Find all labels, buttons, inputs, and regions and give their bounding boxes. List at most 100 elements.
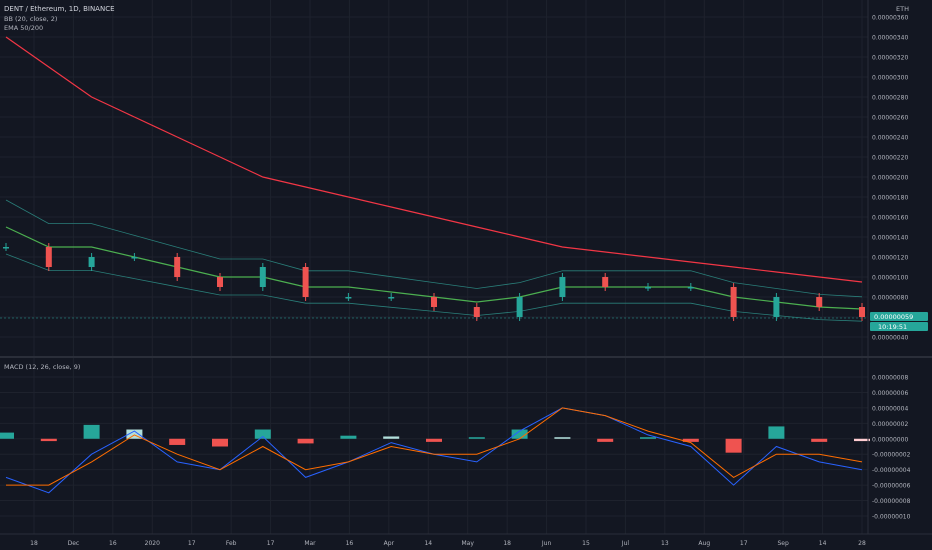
macd-histogram-bar [126, 429, 143, 439]
macd-histogram-bar [597, 438, 614, 442]
bb-upper-band [5, 199, 863, 298]
candle-body [816, 297, 823, 307]
time-tick-label: 15 [582, 540, 590, 547]
candle-body [88, 257, 95, 267]
price-tick-label: 0.00000360 [872, 15, 908, 22]
candle-body [45, 247, 52, 267]
price-pane[interactable] [0, 36, 868, 322]
macd-histogram-bar [811, 438, 828, 442]
time-tick-label: Apr [384, 540, 395, 547]
countdown-badge [870, 322, 928, 331]
candle-body [259, 267, 266, 287]
candle-body [345, 297, 352, 299]
macd-tick-label: -0.00000010 [872, 514, 911, 521]
macd-histogram-bar [768, 426, 785, 439]
macd-histogram-bar [511, 429, 528, 439]
countdown-value: 10:19:51 [878, 323, 907, 331]
macd-histogram-bar [426, 438, 442, 442]
time-tick-label: Sep [777, 540, 789, 547]
price-tick-label: 0.00000160 [872, 215, 908, 222]
time-tick-label: Jun [541, 540, 552, 547]
ema-200-line [5, 36, 863, 283]
last-price-value: 0.00000059 [874, 313, 913, 321]
macd-histogram-bar [40, 438, 57, 442]
macd-histogram-bar [169, 438, 186, 445]
price-tick-label: 0.00000200 [872, 175, 908, 182]
macd-tick-label: -0.00000004 [872, 467, 911, 474]
price-tick-label: 0.00000260 [872, 115, 908, 122]
macd-histogram-bar [640, 437, 656, 439]
candle-body [730, 287, 737, 317]
price-tick-label: 0.00000240 [872, 135, 908, 142]
candle-body [217, 277, 223, 287]
time-tick-label: 17 [267, 540, 275, 547]
price-tick-label: 0.00000040 [872, 335, 908, 342]
macd-histogram-bar [682, 438, 699, 442]
ema-legend[interactable]: EMA 50/200 [4, 24, 43, 32]
time-tick-label: 14 [819, 540, 827, 547]
grid [0, 0, 868, 534]
price-tick-label: 0.00000100 [872, 275, 908, 282]
macd-tick-label: -0.00000006 [872, 483, 911, 490]
time-tick-label: 18 [30, 540, 38, 547]
macd-histogram-bar [0, 432, 14, 439]
time-tick-label: 17 [188, 540, 196, 547]
time-tick-label: 17 [740, 540, 748, 547]
macd-tick-label: 0.00000006 [872, 390, 908, 397]
macd-histogram-bar [854, 438, 870, 442]
time-tick-label: Dec [68, 540, 80, 547]
time-tick-label: 14 [424, 540, 432, 547]
price-tick-label: 0.00000280 [872, 95, 908, 102]
time-tick-label: Mar [304, 540, 316, 547]
time-tick-label: 16 [109, 540, 117, 547]
price-tick-label: 0.00000140 [872, 235, 908, 242]
price-tick-label: 0.00000320 [872, 55, 908, 62]
price-tick-label: 0.00000180 [872, 195, 908, 202]
macd-tick-label: -0.00000008 [872, 498, 911, 505]
candle-body [131, 257, 138, 259]
time-tick-label: May [462, 540, 475, 547]
candle-body [687, 287, 694, 289]
bb-lower-band [5, 253, 863, 322]
macd-histogram-bar [725, 438, 742, 453]
currency-label: ETH [896, 5, 909, 13]
candle-body [559, 277, 566, 297]
time-tick-label: Jul [621, 540, 630, 547]
macd-tick-label: 0.00000004 [872, 405, 908, 412]
signal-line [6, 407, 863, 486]
price-tick-label: 0.00000220 [872, 155, 908, 162]
time-tick-label: Feb [226, 540, 237, 547]
bb-legend[interactable]: BB (20, close, 2) [4, 15, 57, 23]
time-tick-label: Aug [698, 540, 710, 547]
macd-scale[interactable]: 0.00000008 0.00000006 0.00000004 0.00000002… [872, 375, 911, 521]
time-tick-label: 16 [346, 540, 354, 547]
macd-histogram-bar [383, 436, 400, 439]
candle-body [516, 297, 523, 317]
last-price-badge [870, 312, 928, 321]
macd-legend[interactable]: MACD (12, 26, close, 9) [4, 363, 80, 371]
time-tick-label: 28 [858, 540, 866, 547]
price-tick-label: 0.00000080 [872, 295, 908, 302]
symbol-title: DENT / Ethereum, 1D, BINANCE [4, 5, 115, 13]
candle-body [388, 297, 395, 299]
macd-histogram-bar [468, 437, 485, 439]
candle-body [431, 297, 437, 307]
candle-body [302, 267, 309, 297]
candle-body [859, 307, 865, 317]
macd-pane[interactable] [0, 407, 870, 494]
macd-histogram-bar [254, 429, 271, 439]
time-tick-label: 2020 [145, 540, 160, 547]
macd-histogram-bar [340, 435, 357, 439]
macd-histogram-bar [212, 438, 228, 447]
candle-body [473, 307, 480, 317]
candle-body [773, 297, 780, 317]
time-tick-label: 13 [661, 540, 669, 547]
time-scale[interactable]: 18 Dec 16 2020 17 Feb 17 Mar 16 Apr 14 May 18 Jun 15 Ju… [30, 540, 866, 547]
candle-body [3, 247, 9, 249]
time-tick-label: 18 [503, 540, 511, 547]
price-tick-label: 0.00000300 [872, 75, 908, 82]
macd-tick-label: 0.00000000 [872, 436, 908, 443]
price-tick-label: 0.00000120 [872, 255, 908, 262]
